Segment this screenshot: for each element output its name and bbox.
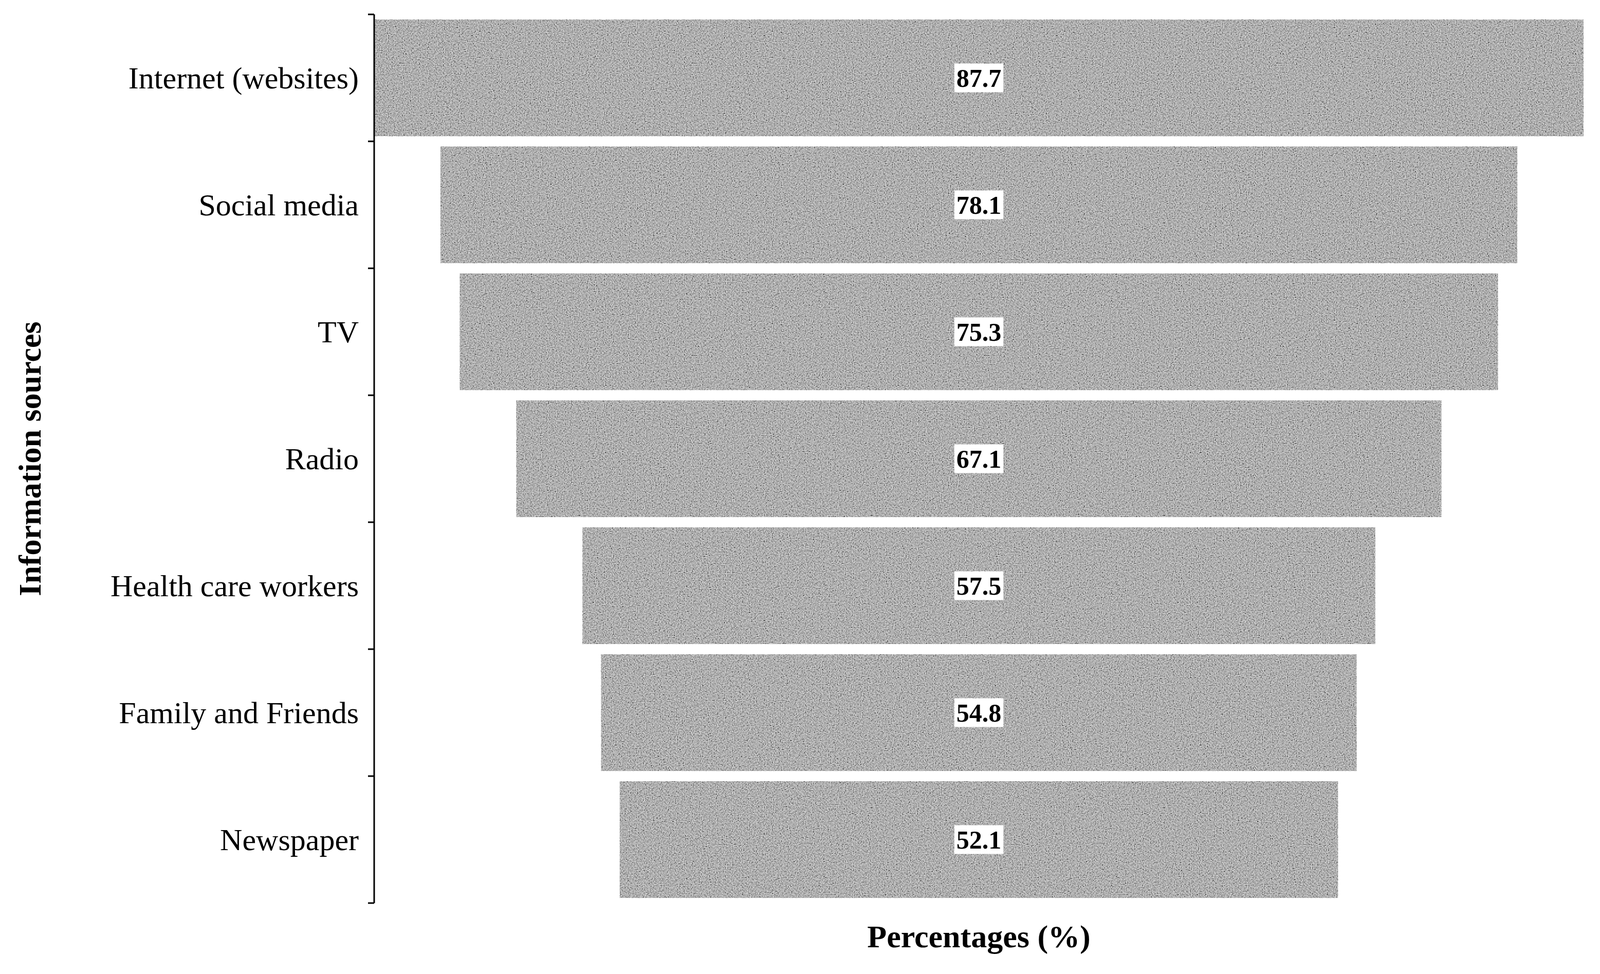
y-axis-title: Information sources xyxy=(12,321,48,596)
category-label: Social media xyxy=(198,188,359,223)
label-bg xyxy=(954,444,1004,474)
tick xyxy=(368,267,375,270)
data-labels: 87.7 78.1 75.3 67.1 57.5 54.8 52.1 xyxy=(954,63,1004,855)
background xyxy=(0,0,1600,974)
bar xyxy=(516,400,1442,518)
data-label: 67.1 xyxy=(956,444,1002,474)
bar xyxy=(459,273,1498,391)
tick xyxy=(368,775,375,778)
data-label: 52.1 xyxy=(956,825,1002,855)
category-label: Newspaper xyxy=(219,822,359,857)
bar xyxy=(619,781,1339,898)
data-label: 87.7 xyxy=(956,63,1002,93)
label-bg xyxy=(954,698,1004,728)
tick xyxy=(368,394,375,397)
label-bg xyxy=(954,190,1004,220)
chart: 87.7 78.1 75.3 67.1 57.5 54.8 52.1 Internet (we… xyxy=(0,0,1600,974)
data-label: 54.8 xyxy=(956,698,1002,728)
bar xyxy=(440,146,1518,264)
category-label: Internet (websites) xyxy=(128,61,359,96)
y-axis xyxy=(373,14,376,904)
bar xyxy=(600,654,1357,771)
data-label: 75.3 xyxy=(956,317,1002,347)
label-bg xyxy=(954,571,1004,601)
category-label: TV xyxy=(317,315,359,349)
x-axis-title: Percentages (%) xyxy=(867,918,1091,955)
tick xyxy=(368,648,375,651)
data-label: 57.5 xyxy=(956,571,1002,601)
tick xyxy=(368,521,375,524)
bar xyxy=(582,527,1376,645)
tick xyxy=(368,13,375,16)
bars xyxy=(374,19,1584,898)
category-label: Family and Friends xyxy=(118,695,359,730)
tick xyxy=(368,140,375,143)
label-bg xyxy=(954,63,1004,93)
bar xyxy=(374,19,1584,137)
category-label: Radio xyxy=(285,442,359,476)
tick xyxy=(368,902,375,905)
label-bg xyxy=(954,317,1004,347)
label-bg xyxy=(954,825,1004,855)
category-label: Health care workers xyxy=(110,568,359,603)
data-label: 78.1 xyxy=(956,190,1002,220)
